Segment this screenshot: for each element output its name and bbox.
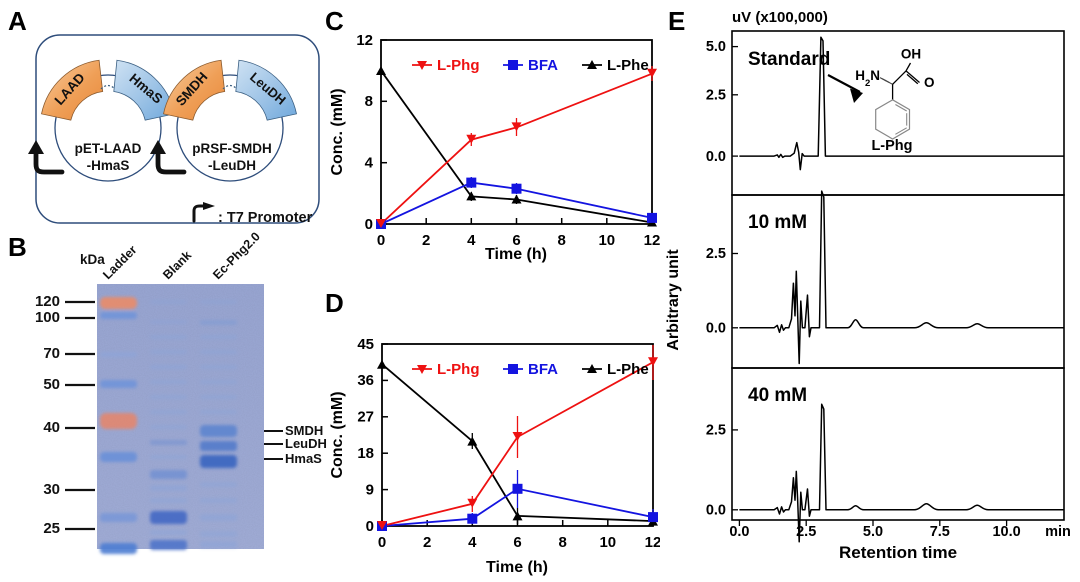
svg-text:: T7 Promoter: : T7 Promoter <box>218 210 313 225</box>
svg-text:Standard: Standard <box>748 49 830 70</box>
svg-text:10: 10 <box>599 534 616 551</box>
svg-text:7.5: 7.5 <box>930 524 950 540</box>
svg-text:Ladder: Ladder <box>100 243 139 282</box>
svg-text:2.5: 2.5 <box>706 88 726 104</box>
svg-text:0.0: 0.0 <box>729 524 749 540</box>
svg-text:BFA: BFA <box>528 57 558 74</box>
svg-text:70: 70 <box>43 345 60 362</box>
svg-text:kDa: kDa <box>80 252 105 267</box>
svg-text:Time (h): Time (h) <box>485 246 547 263</box>
svg-text:40 mM: 40 mM <box>748 385 807 406</box>
svg-text:18: 18 <box>357 445 374 462</box>
svg-text:H2N: H2N <box>855 68 880 89</box>
svg-text:uV (x100,000): uV (x100,000) <box>732 9 828 26</box>
svg-text:4: 4 <box>365 155 374 172</box>
svg-text:25: 25 <box>43 520 60 537</box>
svg-text:Blank: Blank <box>160 248 194 282</box>
svg-text:10.0: 10.0 <box>992 524 1020 540</box>
svg-text:2: 2 <box>422 232 430 249</box>
svg-text:36: 36 <box>357 372 374 389</box>
svg-text:120: 120 <box>35 293 60 310</box>
svg-text:L-Phe: L-Phe <box>607 57 649 74</box>
svg-text:6: 6 <box>513 534 521 551</box>
svg-text:0: 0 <box>378 534 386 551</box>
svg-text:BFA: BFA <box>528 361 558 378</box>
svg-text:0: 0 <box>377 232 385 249</box>
svg-text:0: 0 <box>366 518 374 535</box>
svg-text:-LeuDH: -LeuDH <box>208 158 256 173</box>
svg-text:100: 100 <box>35 309 60 326</box>
svg-text:Time (h): Time (h) <box>486 559 548 576</box>
svg-text:27: 27 <box>357 409 374 426</box>
svg-text:45: 45 <box>357 336 374 353</box>
svg-text:50: 50 <box>43 376 60 393</box>
svg-text:L-Phg: L-Phg <box>437 57 480 74</box>
svg-text:-HmaS: -HmaS <box>87 158 130 173</box>
svg-text:HmaS: HmaS <box>285 451 322 466</box>
svg-text:Retention time: Retention time <box>839 543 957 562</box>
svg-text:12: 12 <box>644 232 660 249</box>
svg-text:5.0: 5.0 <box>863 524 883 540</box>
svg-text:2: 2 <box>423 534 431 551</box>
svg-text:O: O <box>924 75 935 90</box>
svg-text:0.0: 0.0 <box>706 149 726 165</box>
svg-text:0: 0 <box>365 216 373 233</box>
svg-text:0.0: 0.0 <box>706 502 726 518</box>
svg-text:Conc. (mM): Conc. (mM) <box>329 391 346 478</box>
svg-text:min: min <box>1045 524 1071 540</box>
svg-text:5.0: 5.0 <box>706 39 726 55</box>
svg-text:12: 12 <box>645 534 660 551</box>
svg-text:10 mM: 10 mM <box>748 212 807 233</box>
svg-text:12: 12 <box>356 32 373 49</box>
svg-text:OH: OH <box>901 47 921 62</box>
svg-text:Arbitrary unit: Arbitrary unit <box>665 249 682 351</box>
svg-text:Conc. (mM): Conc. (mM) <box>329 88 346 175</box>
svg-text:10: 10 <box>598 232 615 249</box>
svg-text:8: 8 <box>559 534 567 551</box>
svg-text:8: 8 <box>365 93 373 110</box>
svg-text:30: 30 <box>43 481 60 498</box>
svg-text:40: 40 <box>43 419 60 436</box>
svg-text:2.5: 2.5 <box>706 246 726 262</box>
svg-text:8: 8 <box>558 232 566 249</box>
svg-text:Ec-Phg2.0: Ec-Phg2.0 <box>210 232 263 282</box>
svg-text:pRSF-SMDH: pRSF-SMDH <box>192 141 272 156</box>
svg-text:4: 4 <box>468 534 477 551</box>
svg-text:L-Phe: L-Phe <box>607 361 649 378</box>
svg-text:2.5: 2.5 <box>706 422 726 438</box>
svg-text:9: 9 <box>366 482 374 499</box>
svg-text:L-Phg: L-Phg <box>437 361 480 378</box>
svg-text:0.0: 0.0 <box>706 320 726 336</box>
svg-text:L-Phg: L-Phg <box>871 138 912 154</box>
svg-text:4: 4 <box>467 232 476 249</box>
svg-text:pET-LAAD: pET-LAAD <box>75 141 142 156</box>
